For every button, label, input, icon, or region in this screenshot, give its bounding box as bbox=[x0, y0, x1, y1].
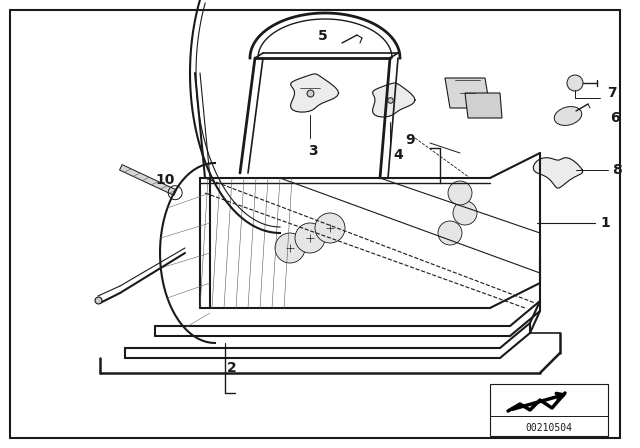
Text: 7: 7 bbox=[607, 86, 616, 100]
Circle shape bbox=[567, 75, 583, 91]
Circle shape bbox=[448, 181, 472, 205]
Polygon shape bbox=[465, 93, 502, 118]
Polygon shape bbox=[372, 83, 415, 117]
Ellipse shape bbox=[554, 107, 582, 125]
Circle shape bbox=[438, 221, 462, 245]
Polygon shape bbox=[445, 78, 490, 108]
Circle shape bbox=[295, 223, 325, 253]
Text: 6: 6 bbox=[610, 111, 620, 125]
Circle shape bbox=[453, 201, 477, 225]
Text: 2: 2 bbox=[227, 361, 237, 375]
Polygon shape bbox=[533, 158, 582, 188]
Bar bbox=[490, 384, 608, 436]
Circle shape bbox=[275, 233, 305, 263]
Text: 00210504: 00210504 bbox=[525, 423, 573, 433]
Polygon shape bbox=[291, 74, 339, 112]
Text: 4: 4 bbox=[393, 148, 403, 162]
Text: 3: 3 bbox=[308, 144, 317, 158]
Text: 9: 9 bbox=[405, 133, 415, 147]
Polygon shape bbox=[120, 164, 177, 195]
Circle shape bbox=[315, 213, 345, 243]
Text: 8: 8 bbox=[612, 163, 621, 177]
Text: 10: 10 bbox=[155, 173, 174, 187]
Text: 5: 5 bbox=[318, 29, 328, 43]
Text: 1: 1 bbox=[600, 216, 610, 230]
